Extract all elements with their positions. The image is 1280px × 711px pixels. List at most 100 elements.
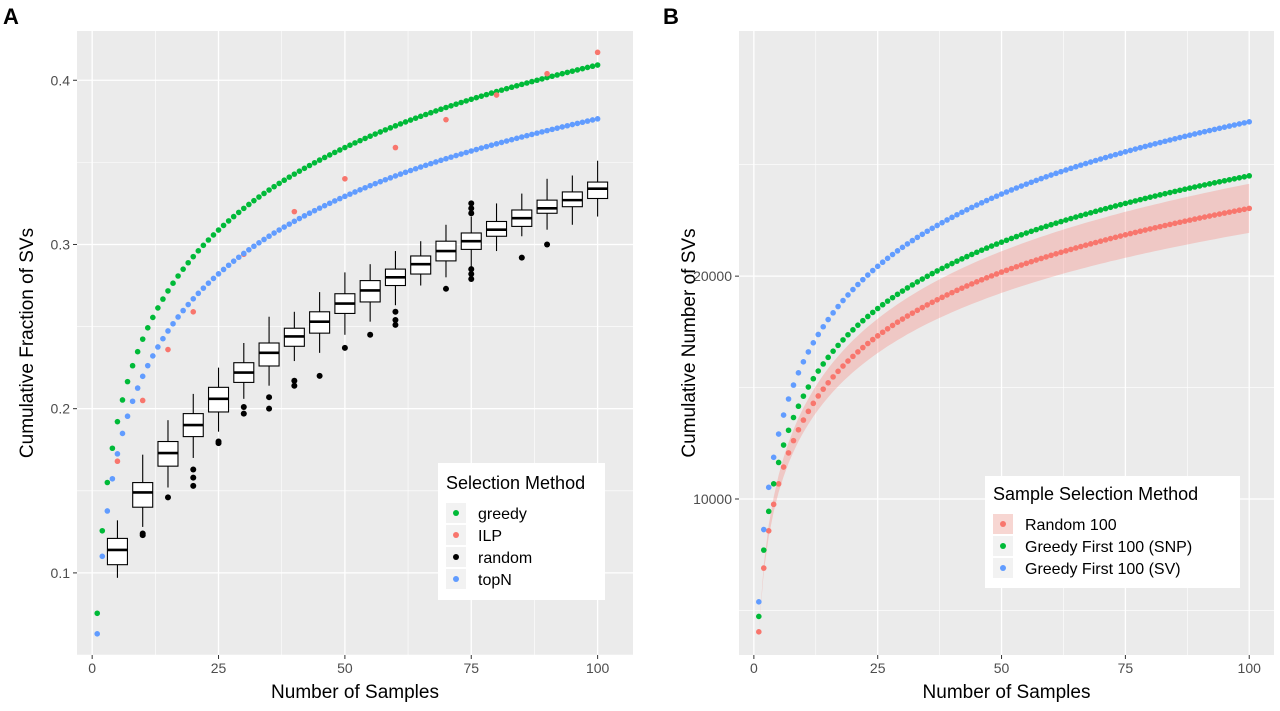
random-outlier-point [291, 377, 298, 384]
greedy-snp-point [756, 613, 762, 620]
greedy-snp-point [899, 288, 906, 294]
topn-point [554, 125, 560, 131]
topn-point [246, 247, 252, 253]
greedy-snp-point [1023, 230, 1030, 236]
topn-point [185, 301, 191, 308]
topn-point [205, 280, 212, 286]
greedy-snp-point [860, 317, 866, 324]
greedy-sv-point [855, 281, 861, 288]
greedy-point [225, 218, 232, 224]
random-outlier-point [266, 405, 273, 412]
greedy-point [367, 133, 373, 140]
greedy-point [463, 98, 470, 104]
greedy-snp-point [919, 276, 926, 282]
greedy-sv-point [944, 217, 950, 223]
greedy-sv-point [1201, 128, 1208, 135]
greedy-snp-point [830, 348, 836, 354]
random-outlier-point [367, 331, 374, 338]
greedy-point [306, 162, 313, 169]
random-box [106, 537, 128, 566]
panel-a-points [94, 49, 601, 637]
greedy-point [165, 288, 171, 294]
topn-point [589, 117, 596, 123]
random-100-point [1137, 228, 1144, 235]
greedy-sv-point [1221, 124, 1228, 130]
topn-point [362, 184, 368, 191]
random-100-point [884, 325, 891, 332]
random-100-point [1038, 255, 1044, 262]
topn-point [544, 127, 550, 134]
greedy-sv-point [909, 237, 916, 244]
panel-b-confidence-band [758, 183, 1250, 632]
topn-point [311, 207, 318, 214]
greedy-point [342, 144, 348, 151]
greedy-point [392, 123, 399, 129]
topn-point [352, 189, 358, 195]
random-100-point [1216, 211, 1223, 217]
topn-point [326, 200, 333, 207]
random-100-point [820, 386, 827, 392]
panel-a-x-tick-label: 50 [337, 660, 353, 676]
greedy-sv-point [1092, 157, 1099, 164]
topn-point [316, 205, 323, 211]
greedy-point [251, 197, 257, 204]
random-100-point [1132, 229, 1139, 236]
random-100-point [1186, 217, 1193, 223]
random-100-point [1172, 220, 1178, 227]
random-100-point [765, 528, 772, 534]
greedy-point [402, 119, 409, 125]
topn-point [291, 218, 298, 225]
topn-point [104, 508, 111, 514]
panel-a-legend-title: Selection Method [446, 473, 585, 493]
greedy-point [134, 348, 141, 355]
random-100-point [775, 481, 782, 487]
topn-point [220, 266, 227, 273]
greedy-sv-point [825, 316, 831, 323]
random-100-point [805, 408, 812, 415]
panel-b-y-tick-label: 10000 [693, 491, 732, 507]
random-100-point [1226, 209, 1233, 215]
greedy-snp-point [825, 354, 831, 361]
topn-point [473, 146, 480, 153]
greedy-snp-point [1216, 178, 1223, 185]
greedy-snp-point [1172, 188, 1178, 195]
greedy-point [594, 62, 601, 68]
random-100-point [850, 353, 856, 360]
greedy-point [175, 273, 181, 279]
topn-point [94, 631, 101, 637]
greedy-snp-point [978, 247, 985, 253]
topn-point [180, 307, 186, 314]
greedy-sv-point [765, 484, 772, 491]
greedy-point [417, 113, 424, 120]
random-100-point [1082, 242, 1089, 248]
greedy-snp-point [949, 260, 955, 267]
random-100-point [914, 307, 921, 314]
greedy-sv-point [884, 255, 891, 262]
greedy-snp-point [973, 249, 980, 256]
greedy-snp-point [969, 251, 975, 258]
greedy-point [104, 479, 111, 486]
random-100-point [1206, 213, 1213, 219]
topn-point [276, 227, 282, 233]
random-box [258, 342, 280, 367]
greedy-point [453, 101, 459, 107]
random-100-point [785, 450, 792, 456]
topn-point [443, 155, 449, 162]
greedy-sv-point [1018, 183, 1025, 189]
greedy-snp-point [790, 414, 797, 421]
greedy-snp-point [924, 273, 931, 280]
panel-b-legend-title: Sample Selection Method [993, 484, 1198, 504]
greedy-snp-point [1152, 193, 1158, 199]
greedy-snp-point [1008, 235, 1015, 242]
greedy-sv-point [805, 349, 812, 355]
random-100-point [934, 296, 940, 303]
random-100-point [815, 393, 822, 399]
topn-point [200, 285, 207, 291]
greedy-point [94, 610, 101, 617]
random-outlier-point [139, 532, 146, 539]
greedy-sv-point [904, 241, 911, 247]
topn-point [574, 120, 581, 127]
greedy-sv-point [939, 219, 945, 226]
topn-point [483, 143, 490, 150]
random-100-point [830, 374, 836, 380]
